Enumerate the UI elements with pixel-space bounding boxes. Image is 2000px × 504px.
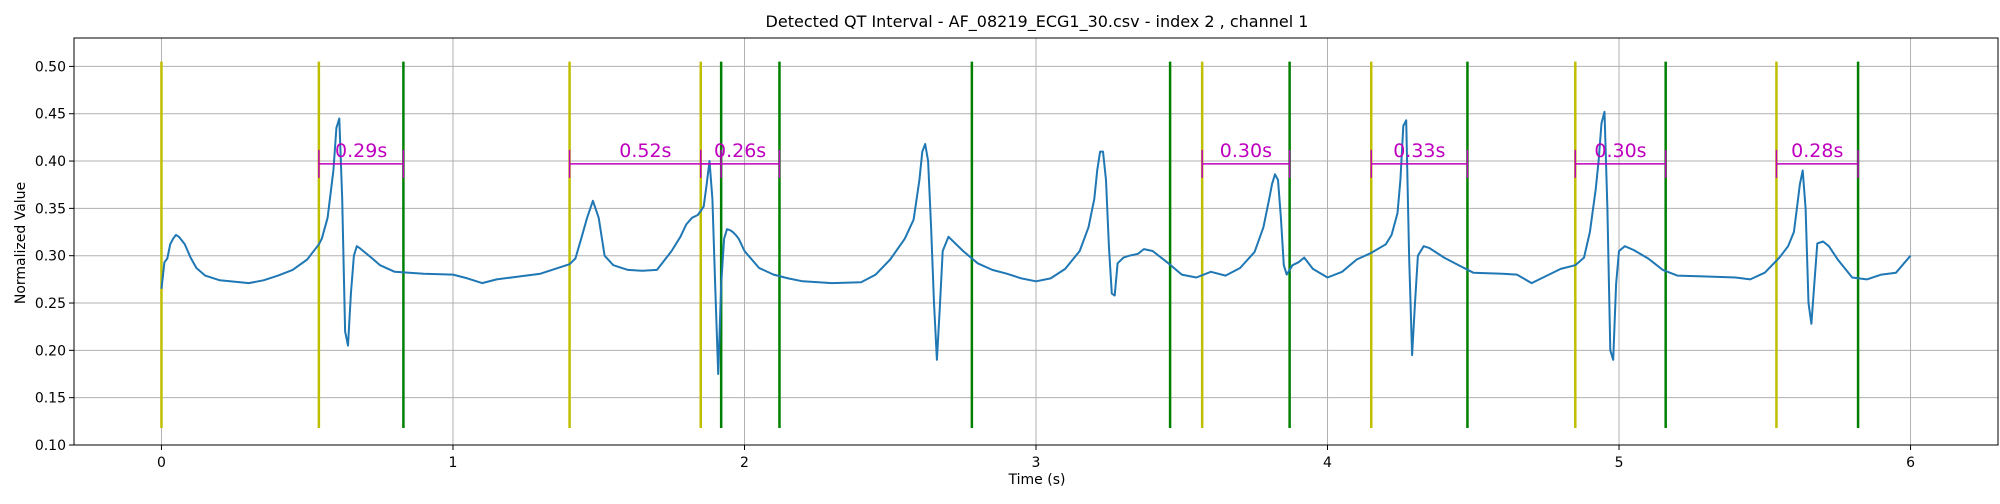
y-tick-label: 0.15 [35, 391, 66, 407]
x-tick-label: 3 [1032, 455, 1041, 471]
y-tick-label: 0.30 [35, 249, 66, 265]
y-tick-label: 0.25 [35, 296, 66, 312]
grid-lines [74, 38, 1998, 446]
x-tick-label: 0 [157, 455, 166, 471]
chart-title: Detected QT Interval - AF_08219_ECG1_30.… [766, 12, 1309, 32]
qt-interval-label: 0.30s [1594, 140, 1646, 162]
qt-interval-label: 0.26s [714, 140, 766, 162]
y-tick-label: 0.40 [35, 154, 66, 170]
x-tick-label: 5 [1615, 455, 1624, 471]
y-tick-label: 0.45 [35, 107, 66, 123]
x-tick-label: 4 [1323, 455, 1332, 471]
qt-interval-label: 0.30s [1220, 140, 1272, 162]
signal-series [160, 110, 1912, 375]
x-tick-label: 6 [1906, 455, 1915, 471]
axis-ticks: 0 1 2 3 4 5 6 0.10 0.15 0.20 0.25 0.30 0.35 0.40 0.45 0… [35, 59, 1915, 471]
qt-interval-label: 0.29s [335, 140, 387, 162]
x-axis-label: Time (s) [1008, 472, 1066, 488]
y-tick-label: 0.20 [35, 343, 66, 359]
qt-interval-label: 0.52s [619, 140, 671, 162]
ecg-signal-line [160, 110, 1912, 375]
x-tick-label: 2 [740, 455, 749, 471]
y-axis-label: Normalized Value [13, 182, 29, 304]
x-tick-label: 1 [449, 455, 458, 471]
y-tick-label: 0.35 [35, 201, 66, 217]
y-tick-label: 0.50 [35, 59, 66, 75]
qt-interval-label: 0.33s [1393, 140, 1445, 162]
qt-annotations: 0.29s 0.52s 0.26s 0.30s 0.33s 0.30s 0.28s [318, 140, 1859, 178]
y-tick-label: 0.10 [35, 438, 66, 454]
qt-interval-label: 0.28s [1791, 140, 1843, 162]
